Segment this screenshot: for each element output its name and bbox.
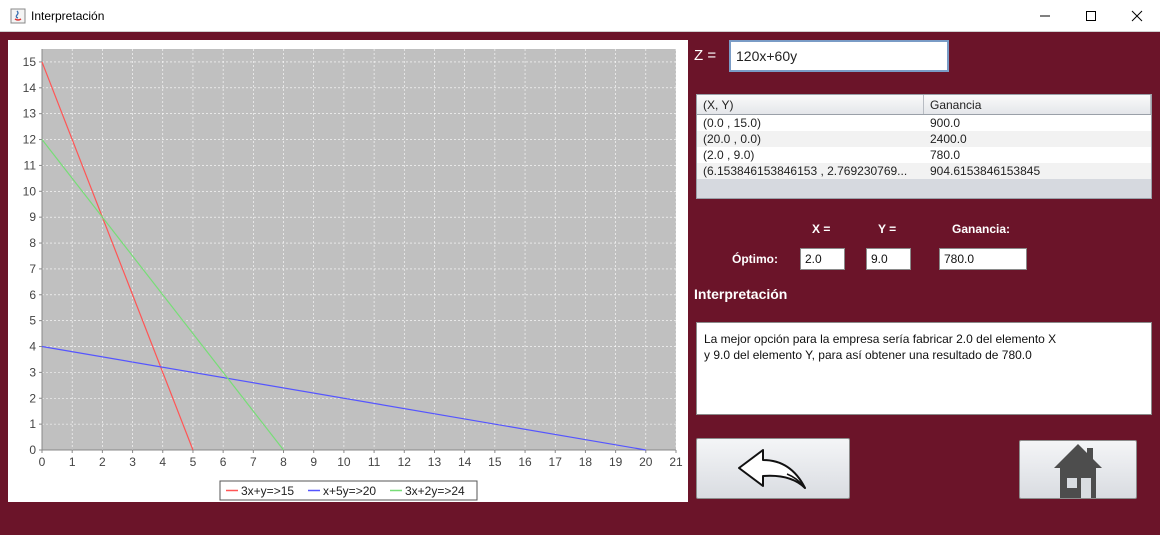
objective-label: Z = — [694, 47, 717, 64]
interpretation-textarea[interactable]: La mejor opción para la empresa sería fa… — [696, 322, 1152, 415]
y-tick-label: 3 — [29, 365, 36, 379]
x-tick-label: 20 — [639, 455, 653, 469]
y-tick-label: 5 — [29, 314, 36, 328]
y-tick-label: 12 — [23, 133, 37, 147]
close-icon — [1131, 10, 1143, 22]
y-tick-label: 7 — [29, 262, 36, 276]
legend-label: x+5y=>20 — [323, 484, 376, 498]
x-tick-label: 9 — [310, 455, 317, 469]
table-cell: (0.0 , 15.0) — [703, 116, 762, 130]
x-tick-label: 21 — [669, 455, 683, 469]
y-tick-label: 13 — [23, 107, 37, 121]
x-tick-label: 4 — [159, 455, 166, 469]
interpretation-title: Interpretación — [694, 286, 788, 302]
maximize-icon — [1086, 11, 1096, 21]
optimum-gain-field[interactable] — [939, 248, 1027, 270]
x-tick-label: 5 — [190, 455, 197, 469]
x-tick-label: 16 — [518, 455, 532, 469]
series-line — [41, 345, 646, 451]
table-cell: 780.0 — [930, 148, 961, 162]
constraints-chart: 0 1 2 3 4 5 6 7 8 9 10 11 12 13 14 15 16 17 18 19 20 21012345… — [23, 49, 683, 501]
x-tick-label: 2 — [99, 455, 106, 469]
optimum-label: Óptimo: — [732, 252, 778, 266]
back-button[interactable] — [696, 438, 850, 499]
table-cell: 900.0 — [930, 116, 961, 130]
series-line — [41, 61, 194, 451]
interpretation-line: y 9.0 del elemento Y, para así obtener u… — [704, 348, 1032, 362]
x-header-label: X = — [812, 222, 831, 236]
home-button[interactable] — [1019, 440, 1137, 499]
table-cell: (2.0 , 9.0) — [703, 148, 755, 162]
optimum-x-field[interactable] — [800, 248, 845, 270]
x-tick-label: 18 — [579, 455, 593, 469]
minimize-button[interactable] — [1022, 0, 1068, 32]
plot-area — [42, 49, 676, 450]
table-row[interactable]: (20.0 , 0.0) 2400.0 — [697, 131, 1151, 147]
x-tick-label: 1 — [69, 455, 76, 469]
table-row[interactable]: (2.0 , 9.0) 780.0 — [697, 147, 1151, 163]
table-cell: 904.6153846153845 — [930, 164, 1041, 178]
interpretation-line: La mejor opción para la empresa sería fa… — [704, 332, 1057, 346]
x-tick-label: 11 — [368, 455, 381, 469]
y-tick-label: 14 — [23, 81, 37, 95]
x-tick-label: 3 — [129, 455, 136, 469]
x-tick-label: 12 — [398, 455, 412, 469]
y-tick-label: 11 — [24, 158, 37, 172]
java-app-icon — [10, 8, 26, 24]
legend-label: 3x+y=>15 — [241, 484, 294, 498]
table-body: (0.0 , 15.0) 900.0 (20.0 , 0.0) 2400.0 (… — [697, 115, 1151, 179]
column-header-xy[interactable]: (X, Y) — [697, 95, 924, 114]
y-tick-label: 2 — [29, 391, 36, 405]
y-header-label: Y = — [878, 222, 897, 236]
y-tick-label: 1 — [29, 417, 36, 431]
x-tick-label: 10 — [337, 455, 351, 469]
table-cell: 2400.0 — [930, 132, 967, 146]
x-tick-label: 8 — [280, 455, 287, 469]
table-cell: (6.153846153846153 , 2.769230769... — [703, 164, 908, 178]
close-button[interactable] — [1114, 0, 1160, 32]
x-tick-label: 19 — [609, 455, 623, 469]
x-tick-label: 6 — [220, 455, 227, 469]
y-tick-label: 4 — [29, 340, 36, 354]
legend-label: 3x+2y=>24 — [405, 484, 465, 498]
table-header: (X, Y) Ganancia — [697, 95, 1151, 115]
x-tick-label: 13 — [428, 455, 442, 469]
window-title: Interpretación — [31, 9, 105, 23]
home-icon — [1054, 443, 1102, 498]
x-tick-label: 14 — [458, 455, 472, 469]
x-tick-label: 7 — [250, 455, 257, 469]
y-tick-label: 10 — [23, 184, 37, 198]
back-arrow-icon — [738, 448, 806, 489]
y-tick-label: 6 — [29, 288, 36, 302]
gain-header-label: Ganancia: — [952, 222, 1011, 236]
series-line — [41, 139, 284, 451]
y-tick-label: 8 — [29, 236, 36, 250]
x-tick-label: 0 — [39, 455, 46, 469]
y-tick-label: 0 — [29, 443, 36, 457]
maximize-button[interactable] — [1068, 0, 1114, 32]
legend-box — [219, 480, 478, 501]
chart-panel: 0 1 2 3 4 5 6 7 8 9 10 11 12 13 14 15 16 17 18 19 20 21 0 1 2 3 4 5… — [8, 40, 688, 502]
y-tick-label: 9 — [29, 210, 36, 224]
column-header-gain[interactable]: Ganancia — [924, 95, 1151, 114]
y-tick-label: 15 — [23, 55, 37, 69]
table-row[interactable]: (6.153846153846153 , 2.769230769... 904.… — [697, 163, 1151, 179]
x-tick-label: 17 — [549, 455, 563, 469]
vertices-table: (X, Y) Ganancia (0.0 , 15.0) 900.0 (20.0… — [696, 94, 1152, 199]
x-tick-label: 15 — [488, 455, 502, 469]
title-bar: Interpretación — [0, 0, 1160, 32]
table-cell: (20.0 , 0.0) — [703, 132, 762, 146]
minimize-icon — [1040, 15, 1050, 17]
table-row[interactable]: (0.0 , 15.0) 900.0 — [697, 115, 1151, 131]
optimum-y-field[interactable] — [866, 248, 911, 270]
objective-input[interactable] — [729, 40, 949, 72]
